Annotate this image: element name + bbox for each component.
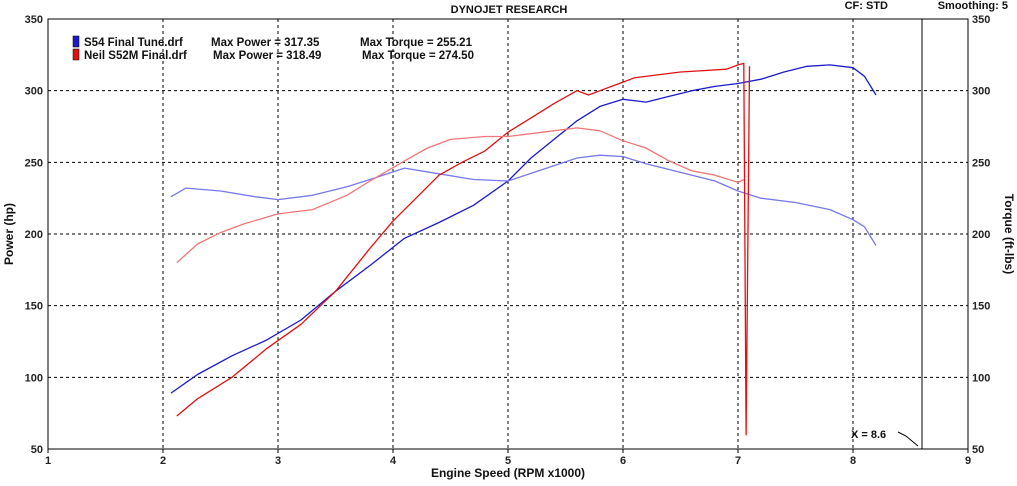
legend-power-s54: Max Power = 317.35 — [211, 37, 320, 49]
series-line-s54-torque — [170, 154, 877, 246]
y-tick-label-350: 350 — [25, 14, 43, 26]
cursor-readout-leader — [897, 431, 919, 447]
legend-run-s54: S54 Final Tune.drf — [84, 37, 183, 49]
y2-tick-label-50: 50 — [972, 444, 984, 456]
legend-torque-s54: Max Torque = 255.21 — [360, 37, 473, 49]
cursor-readout: X = 8.6 — [851, 429, 919, 447]
y2-axis-title: Torque (ft-lbs) — [1002, 194, 1016, 274]
legend-swatch-s52m — [72, 48, 80, 61]
x-tick-label-9: 9 — [965, 455, 971, 467]
x-tick-label-8: 8 — [850, 455, 856, 467]
y2-tick-label-250: 250 — [972, 157, 990, 169]
legend-torque-s52m: Max Torque = 274.50 — [362, 50, 474, 62]
y2-tick-label-300: 300 — [972, 86, 990, 98]
axis-ticks: 1 2 3 4 5 6 7 8 95010015020025030035050100150200… — [25, 14, 991, 467]
smoothing-label: Smoothing: 5 — [938, 0, 1008, 12]
y2-tick-label-100: 100 — [972, 372, 990, 384]
data-series — [170, 62, 877, 436]
series-line-s52m-torque — [176, 127, 745, 264]
y-tick-label-250: 250 — [25, 157, 43, 169]
y-axis-title: Power (hp) — [2, 203, 16, 265]
y-tick-label-200: 200 — [25, 229, 43, 241]
chart-title: DYNOJET RESEARCH — [451, 4, 568, 16]
y-tick-label-150: 150 — [25, 301, 43, 313]
x-tick-label-7: 7 — [735, 455, 741, 467]
x-tick-label-3: 3 — [275, 455, 281, 467]
y2-tick-label-350: 350 — [972, 14, 990, 26]
x-tick-label-5: 5 — [505, 455, 511, 467]
legend: S54 Final Tune.drf Max Power = 317.35 Ma… — [72, 35, 474, 62]
legend-run-s52m: Neil S52M Final.drf — [84, 50, 187, 62]
series-line-s52m-power — [176, 62, 751, 436]
y-tick-label-100: 100 — [25, 372, 43, 384]
cf-label: CF: STD — [845, 0, 888, 12]
y-tick-label-300: 300 — [25, 86, 43, 98]
x-tick-label-2: 2 — [160, 455, 166, 467]
x-axis-title: Engine Speed (RPM x1000) — [431, 466, 585, 480]
legend-swatch-s54 — [72, 35, 80, 48]
x-tick-label-4: 4 — [390, 455, 397, 467]
cursor-readout-label: X = 8.6 — [851, 429, 886, 441]
y2-tick-label-200: 200 — [972, 229, 990, 241]
y-tick-label-50: 50 — [31, 444, 43, 456]
x-tick-label-1: 1 — [45, 455, 51, 467]
series-line-s54-power — [170, 64, 877, 394]
x-tick-label-6: 6 — [620, 455, 626, 467]
y2-tick-label-150: 150 — [972, 301, 990, 313]
legend-power-s52m: Max Power = 318.49 — [213, 50, 321, 62]
